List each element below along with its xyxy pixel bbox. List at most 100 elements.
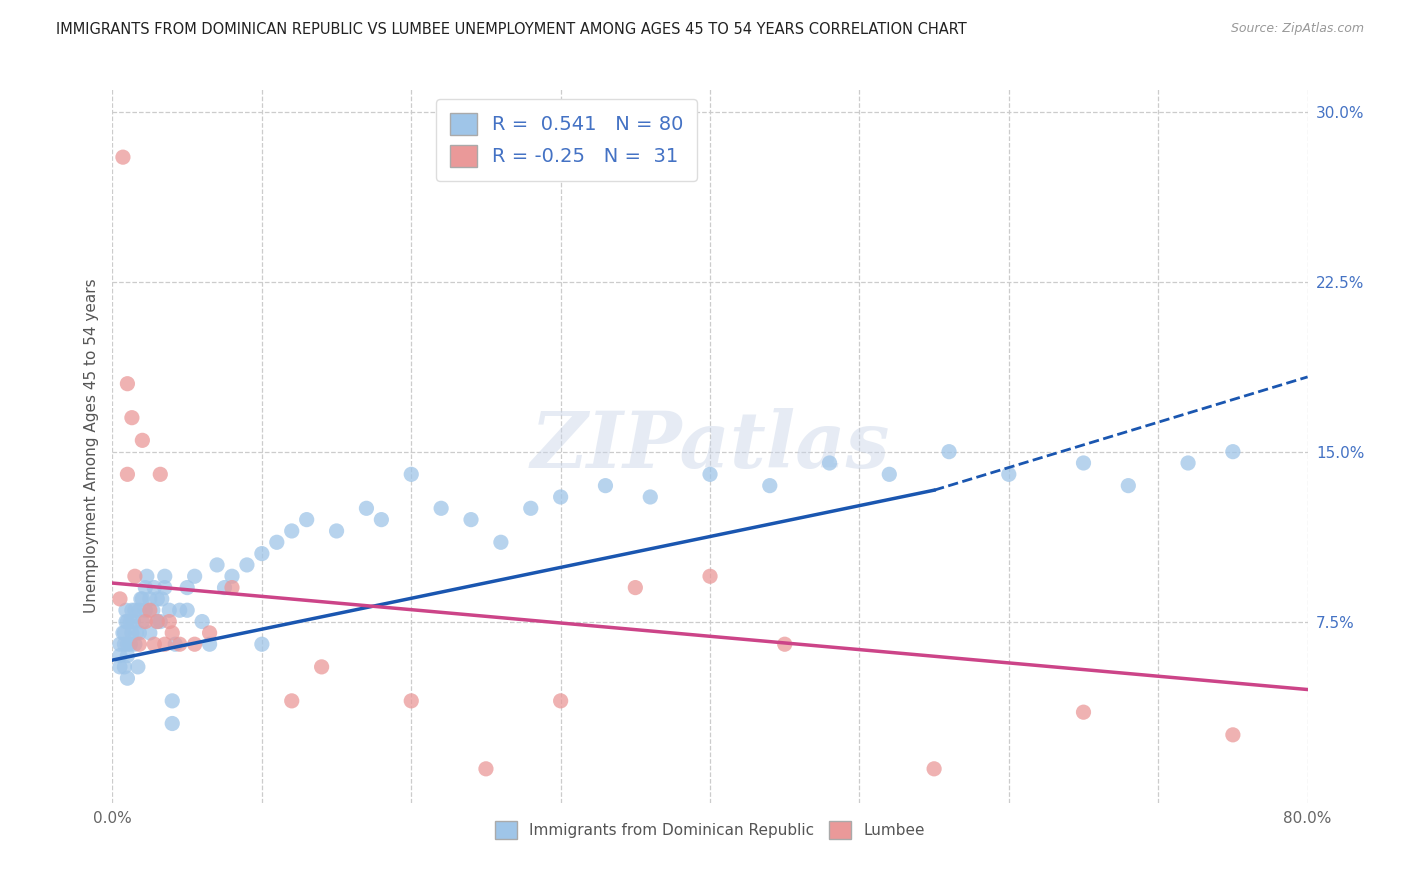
Point <box>134 581 156 595</box>
Point <box>1073 705 1095 719</box>
Point <box>143 637 166 651</box>
Point <box>236 558 259 572</box>
Point <box>128 626 150 640</box>
Point <box>121 410 143 425</box>
Point <box>157 615 180 629</box>
Point <box>221 569 243 583</box>
Point <box>120 615 142 629</box>
Point <box>124 603 146 617</box>
Point <box>125 626 148 640</box>
Point <box>117 637 139 651</box>
Point <box>122 615 145 629</box>
Point <box>146 615 169 629</box>
Point <box>1118 478 1140 492</box>
Point <box>114 637 135 651</box>
Point <box>131 615 153 629</box>
Point <box>120 637 142 651</box>
Point <box>115 615 138 629</box>
Point <box>325 524 347 538</box>
Point <box>818 456 841 470</box>
Point <box>191 615 214 629</box>
Point <box>998 467 1021 482</box>
Point <box>183 569 205 583</box>
Point <box>460 513 482 527</box>
Point <box>489 535 512 549</box>
Point <box>1177 456 1199 470</box>
Point <box>550 490 572 504</box>
Point <box>162 694 183 708</box>
Point <box>153 569 176 583</box>
Point <box>356 501 378 516</box>
Point <box>142 603 165 617</box>
Point <box>176 581 198 595</box>
Point <box>131 591 153 606</box>
Point <box>146 615 169 629</box>
Point <box>139 591 162 606</box>
Point <box>205 558 228 572</box>
Point <box>127 660 149 674</box>
Point <box>143 581 166 595</box>
Point <box>281 694 304 708</box>
Point <box>183 637 205 651</box>
Point <box>153 581 176 595</box>
Point <box>108 660 131 674</box>
Point <box>699 467 721 482</box>
Point <box>640 490 662 504</box>
Point <box>922 762 945 776</box>
Point <box>1222 728 1244 742</box>
Point <box>699 569 721 583</box>
Point <box>139 626 162 640</box>
Point <box>111 626 134 640</box>
Point <box>157 603 180 617</box>
Point <box>520 501 543 516</box>
Point <box>221 581 243 595</box>
Point <box>198 637 221 651</box>
Point <box>162 716 183 731</box>
Point <box>149 467 172 482</box>
Point <box>938 444 960 458</box>
Point <box>250 637 273 651</box>
Point <box>111 150 134 164</box>
Point <box>117 467 139 482</box>
Point <box>430 501 453 516</box>
Point <box>311 660 333 674</box>
Point <box>475 762 498 776</box>
Point <box>153 637 176 651</box>
Point <box>115 603 138 617</box>
Point <box>169 637 191 651</box>
Point <box>150 591 173 606</box>
Point <box>121 603 143 617</box>
Point <box>624 581 647 595</box>
Point <box>124 569 146 583</box>
Point <box>266 535 288 549</box>
Point <box>139 603 162 617</box>
Text: ZIPatlas: ZIPatlas <box>530 408 890 484</box>
Point <box>214 581 236 595</box>
Text: Source: ZipAtlas.com: Source: ZipAtlas.com <box>1230 22 1364 36</box>
Point <box>198 626 221 640</box>
Point <box>129 591 152 606</box>
Point <box>117 648 139 663</box>
Point <box>370 513 392 527</box>
Point <box>121 626 143 640</box>
Point <box>595 478 617 492</box>
Point <box>134 603 156 617</box>
Point <box>879 467 901 482</box>
Point <box>135 569 157 583</box>
Point <box>117 615 139 629</box>
Point <box>117 671 139 685</box>
Point <box>401 467 423 482</box>
Point <box>281 524 304 538</box>
Point <box>165 637 187 651</box>
Point <box>146 591 169 606</box>
Point <box>169 603 191 617</box>
Point <box>114 660 135 674</box>
Point <box>1222 444 1244 458</box>
Point <box>295 513 318 527</box>
Point <box>108 591 131 606</box>
Point <box>131 434 153 448</box>
Point <box>773 637 796 651</box>
Point <box>108 648 131 663</box>
Point <box>162 626 183 640</box>
Point <box>124 637 146 651</box>
